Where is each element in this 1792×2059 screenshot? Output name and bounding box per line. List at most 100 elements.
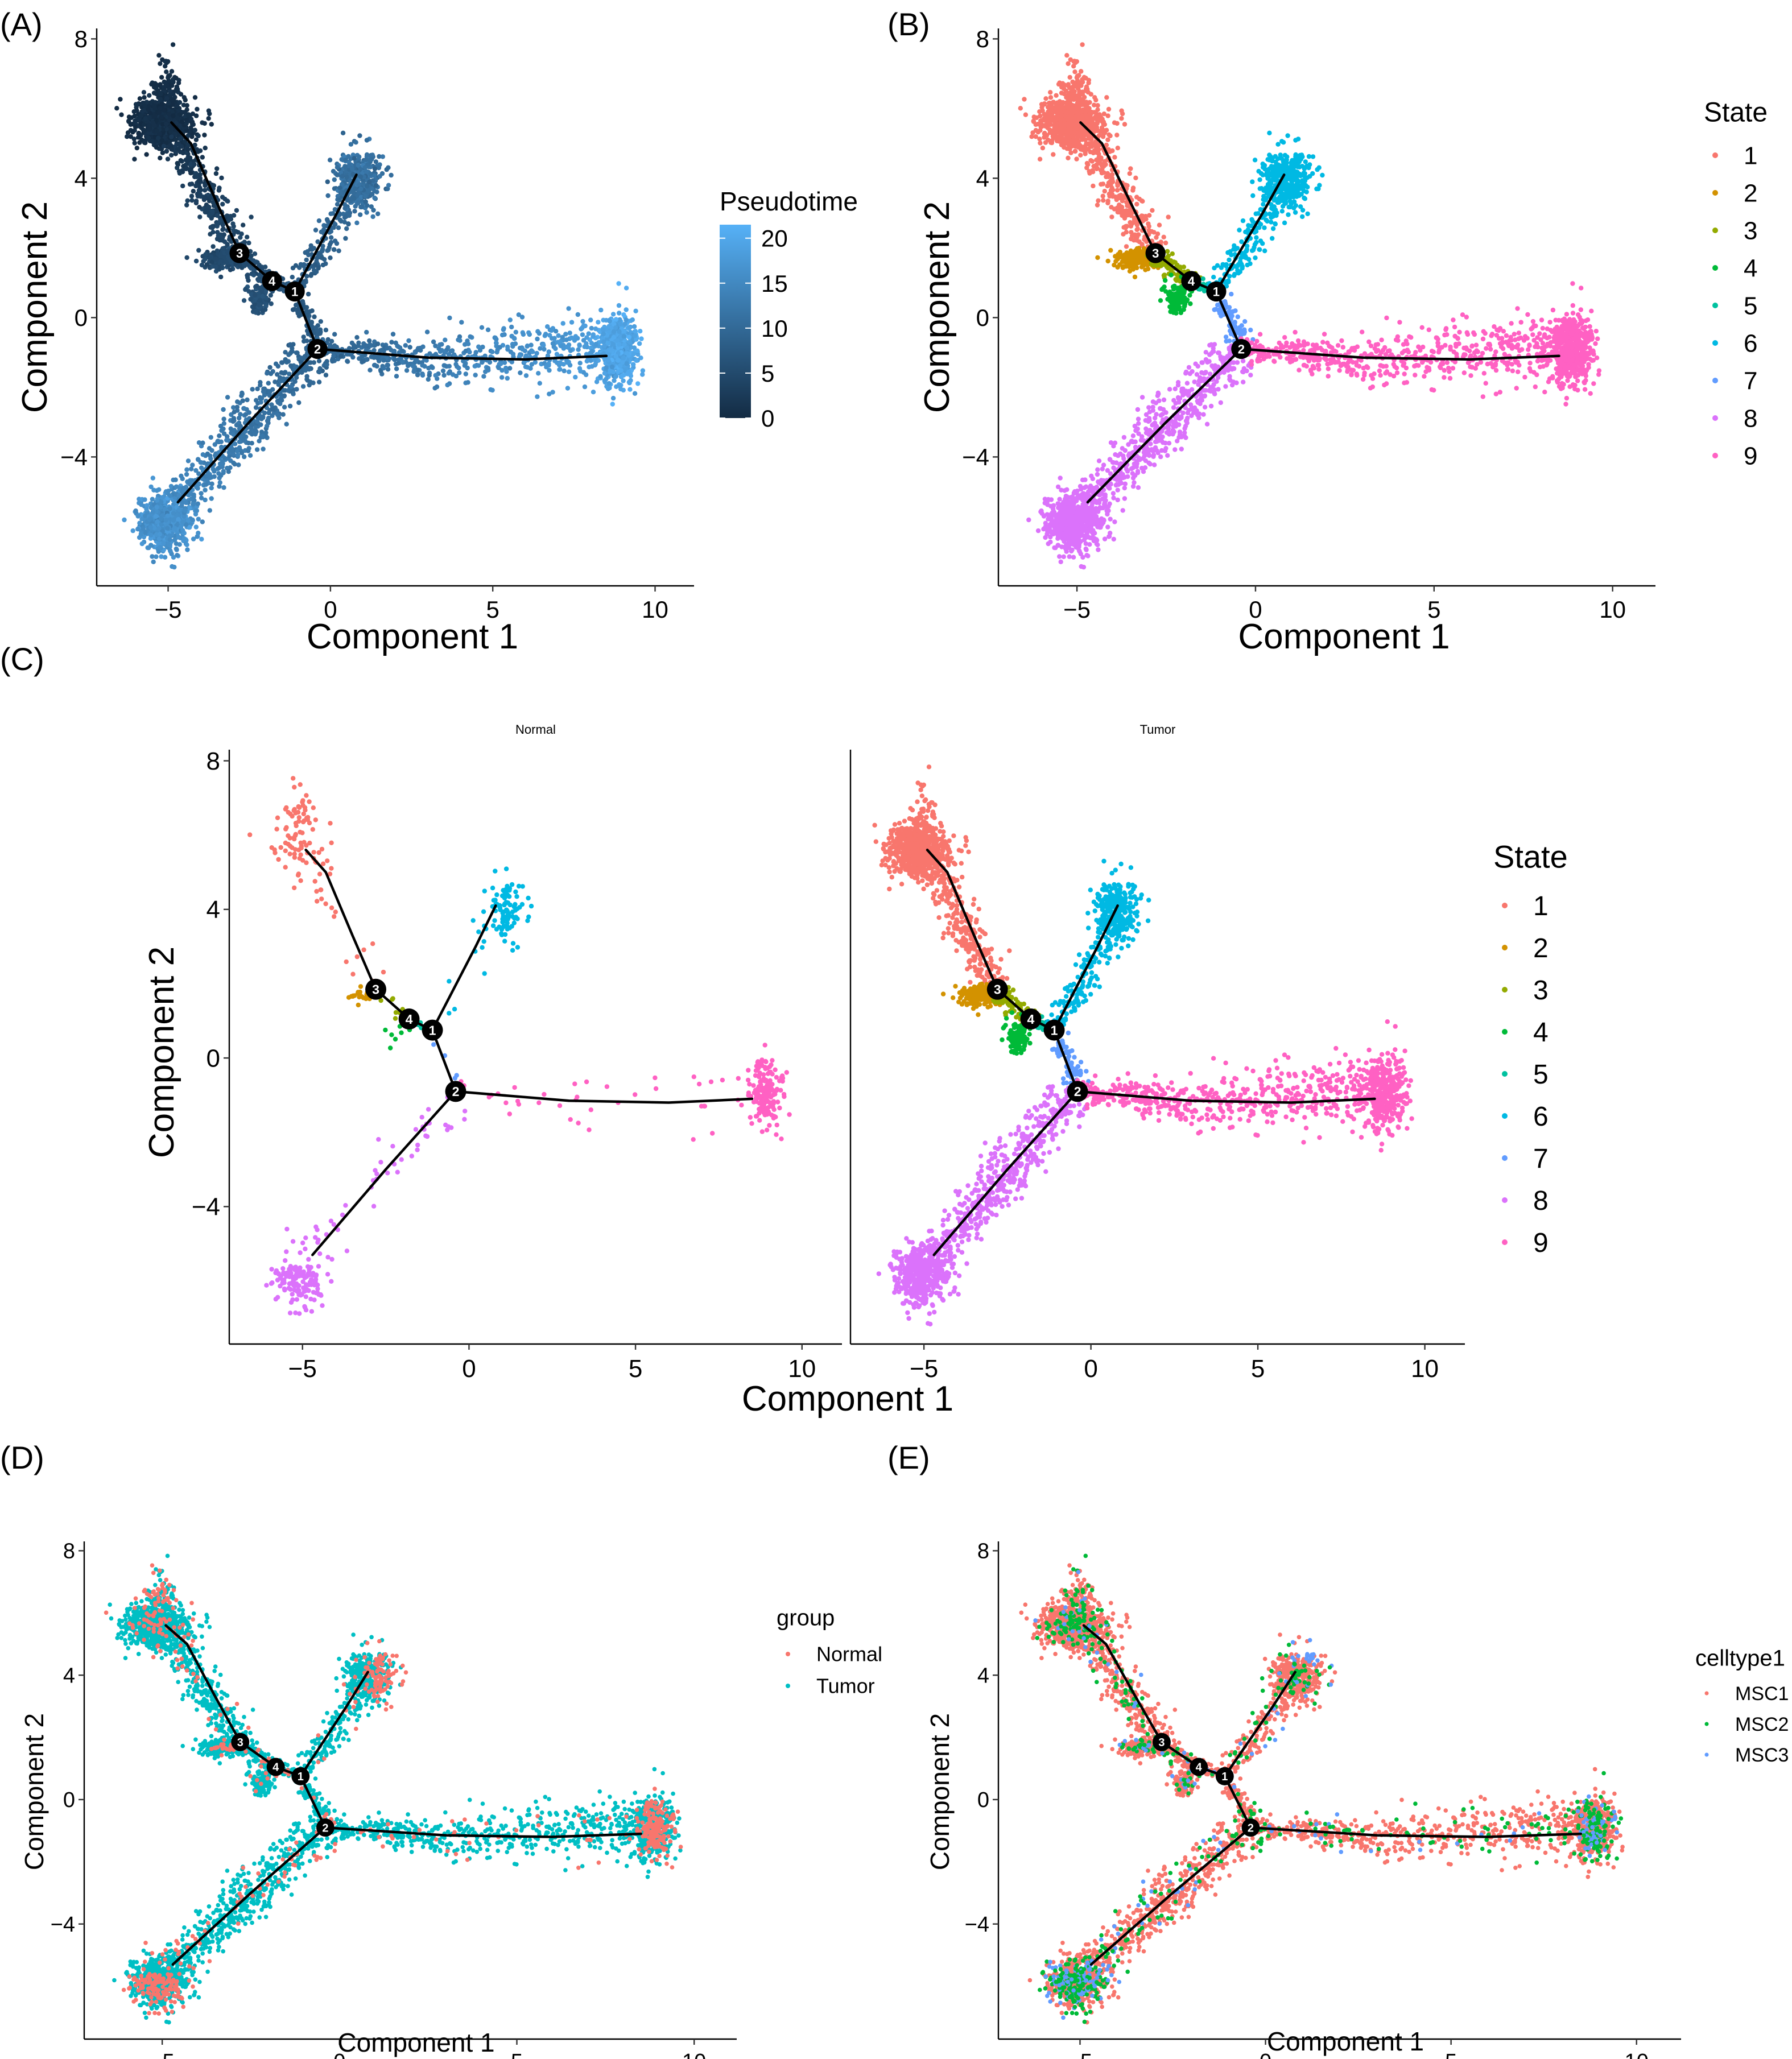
cell-point <box>141 526 146 531</box>
cell-point <box>214 257 219 262</box>
cell-point <box>487 359 493 365</box>
branch-node-2: 2 <box>307 338 328 359</box>
cell-point <box>337 217 342 222</box>
cell-point <box>169 147 174 152</box>
cell-point <box>189 193 195 199</box>
cell-point <box>149 81 154 87</box>
cell-point <box>190 462 195 468</box>
cell-point <box>611 334 617 340</box>
cell-point <box>624 286 629 291</box>
cell-point <box>247 430 253 435</box>
cell-point <box>203 257 208 262</box>
cell-point <box>415 348 420 353</box>
branch-node-label: 4 <box>269 274 276 288</box>
branch-node-4: 4 <box>262 271 282 291</box>
cell-point <box>563 332 568 337</box>
cell-point <box>258 415 263 420</box>
cell-point <box>558 367 563 372</box>
cell-point <box>327 242 333 247</box>
cell-point <box>606 381 612 386</box>
cell-point <box>242 406 247 411</box>
cell-point <box>602 371 608 376</box>
cell-point <box>613 374 618 379</box>
cell-point <box>141 90 147 95</box>
cell-point <box>635 381 641 386</box>
cell-point <box>542 346 547 352</box>
cell-point <box>289 349 294 354</box>
y-tick-label: −4 <box>60 444 88 470</box>
cell-point <box>488 387 493 392</box>
cell-point <box>209 481 214 486</box>
cell-point <box>133 118 138 123</box>
cell-point <box>390 332 396 337</box>
cell-point <box>415 373 420 378</box>
cell-point <box>279 378 285 383</box>
cell-point <box>257 439 262 444</box>
cell-point <box>550 341 556 346</box>
cell-point <box>247 453 253 458</box>
cell-point <box>342 164 348 169</box>
cell-point <box>164 148 170 154</box>
cell-point <box>360 204 365 210</box>
cell-point <box>156 53 162 58</box>
cell-point <box>150 476 155 481</box>
cell-point <box>249 214 254 220</box>
cell-point <box>400 348 405 354</box>
cell-point <box>160 57 165 63</box>
cell-point <box>630 317 635 323</box>
cell-point <box>154 86 159 92</box>
cell-point <box>135 102 140 108</box>
cell-point <box>495 348 500 353</box>
cell-point <box>237 263 243 268</box>
cell-point <box>394 374 399 379</box>
cell-point <box>169 134 174 139</box>
cell-point <box>184 255 189 261</box>
cell-point <box>255 386 260 391</box>
cell-point <box>139 541 144 547</box>
cell-point <box>577 342 582 348</box>
cell-point <box>407 345 412 350</box>
cell-point <box>357 154 362 159</box>
cell-point <box>634 358 639 363</box>
x-tick-label: −5 <box>155 596 182 623</box>
cell-point <box>386 183 391 188</box>
cell-point <box>362 344 367 349</box>
cell-point <box>368 171 373 177</box>
cell-point <box>284 421 289 427</box>
cell-point <box>304 374 309 379</box>
cell-point <box>156 135 161 140</box>
cell-point <box>184 542 189 547</box>
cell-point <box>308 247 313 252</box>
cell-point <box>560 321 565 326</box>
cell-point <box>446 371 451 376</box>
cell-point <box>200 519 205 524</box>
cell-point <box>159 499 164 505</box>
cell-point <box>1059 114 1064 119</box>
cell-point <box>163 64 168 69</box>
cell-point <box>565 360 570 365</box>
cell-point <box>126 118 131 124</box>
cell-point <box>1095 107 1100 112</box>
cell-point <box>237 415 242 421</box>
cell-point <box>196 247 201 253</box>
y-tick-label: 0 <box>75 304 88 331</box>
cell-point <box>261 446 266 452</box>
cell-point <box>294 350 299 355</box>
cell-point <box>352 196 357 201</box>
cell-point <box>364 329 369 335</box>
cell-point <box>344 226 349 231</box>
cell-point <box>193 258 199 264</box>
cell-point <box>174 103 180 108</box>
cell-point <box>349 340 354 346</box>
cell-point <box>1106 106 1112 112</box>
cell-point <box>554 329 559 334</box>
cell-point <box>611 329 617 334</box>
cell-point <box>191 188 196 194</box>
cell-point <box>190 517 195 523</box>
cell-point <box>154 514 159 519</box>
cell-point <box>345 359 350 364</box>
cell-point <box>199 262 205 268</box>
cell-point <box>463 371 468 377</box>
cell-point <box>137 520 142 526</box>
